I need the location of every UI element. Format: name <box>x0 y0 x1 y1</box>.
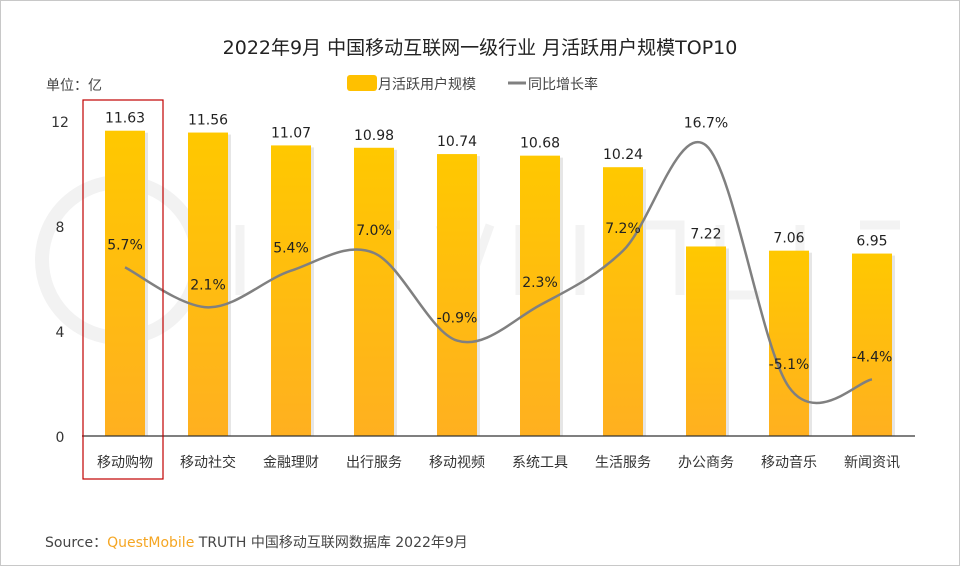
y-tick-label: 4 <box>56 325 65 341</box>
bar <box>603 167 643 436</box>
bar <box>188 132 228 437</box>
growth-rate-label: 16.7% <box>684 115 728 131</box>
bar-value-label: 10.24 <box>603 147 643 163</box>
x-tick-label: 系统工具 <box>512 455 568 471</box>
source-brand: QuestMobile <box>107 535 195 551</box>
x-tick-label: 移动音乐 <box>761 454 817 471</box>
growth-rate-label: -4.4% <box>852 349 893 365</box>
bar <box>271 145 311 436</box>
bar-value-label: 11.56 <box>188 113 228 129</box>
y-tick-label: 8 <box>56 220 65 236</box>
x-tick-label: 办公商务 <box>678 455 734 471</box>
x-tick-label: 出行服务 <box>346 455 402 471</box>
bar <box>354 147 394 436</box>
x-tick-label: 移动购物 <box>97 455 153 471</box>
unit-label: 单位：亿 <box>46 78 102 94</box>
growth-rate-label: 2.3% <box>522 275 558 291</box>
legend-bar-swatch <box>347 75 377 91</box>
growth-rate-label: 7.0% <box>356 223 392 239</box>
bar-value-label: 10.98 <box>354 128 394 144</box>
bar <box>437 154 477 436</box>
bar-value-label: 10.68 <box>520 136 560 152</box>
x-tick-label: 新闻资讯 <box>844 455 900 471</box>
legend-bar-label: 月活跃用户规模 <box>378 76 476 93</box>
highlight-box <box>82 99 164 480</box>
bar <box>852 253 892 436</box>
x-tick-label: 移动社交 <box>180 454 236 471</box>
bar <box>686 246 726 436</box>
bar-value-label: 7.22 <box>690 226 721 242</box>
bar-value-label: 11.63 <box>105 111 145 127</box>
x-tick-label: 生活服务 <box>595 455 651 471</box>
legend-line-label: 同比增长率 <box>528 76 598 93</box>
bar <box>105 130 145 436</box>
bar-value-label: 10.74 <box>437 134 477 150</box>
source-prefix: Source： <box>45 535 108 551</box>
growth-rate-label: 2.1% <box>190 277 226 293</box>
growth-rate-label: 5.4% <box>273 241 309 257</box>
bar-value-label: 11.07 <box>271 125 311 141</box>
y-tick-label: 12 <box>51 115 69 131</box>
x-tick-label: 金融理财 <box>263 455 319 471</box>
growth-rate-label: 7.2% <box>605 221 641 237</box>
chart-title: 2022年9月 中国移动互联网一级行业 月活跃用户规模TOP10 <box>223 37 738 59</box>
y-tick-label: 0 <box>56 430 65 446</box>
bar <box>520 155 560 436</box>
bar-value-label: 7.06 <box>773 231 804 247</box>
growth-rate-label: -0.9% <box>437 311 478 327</box>
source-text: TRUTH 中国移动互联网数据库 2022年9月 <box>194 535 468 551</box>
source-note: Source：QuestMobile TRUTH 中国移动互联网数据库 2022… <box>45 532 468 552</box>
x-tick-label: 移动视频 <box>429 455 485 471</box>
growth-rate-line <box>124 141 873 405</box>
bar <box>769 250 809 436</box>
growth-rate-label: 5.7% <box>107 237 143 253</box>
growth-rate-label: -5.1% <box>769 357 810 373</box>
bar-value-label: 6.95 <box>856 234 887 250</box>
legend: 月活跃用户规模 同比增长率 <box>347 75 598 93</box>
